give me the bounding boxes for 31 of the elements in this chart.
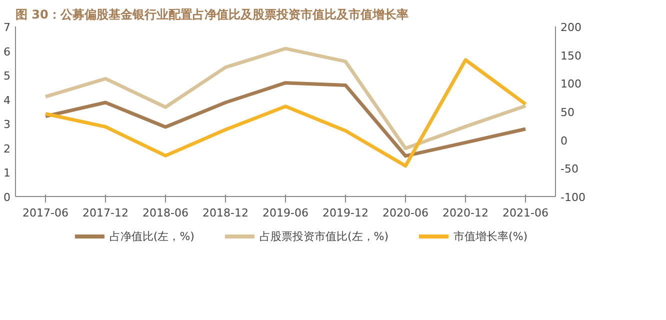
y-tick-label: 1 [4,166,10,180]
line-series [44,46,528,150]
y2-tick-label: 0 [560,134,568,148]
x-tick-label: 2019-12 [322,206,368,220]
legend-label: 市值增长率(%) [454,228,528,244]
y-tick-label: 3 [4,118,10,132]
x-tick-label: 2021-06 [502,206,548,220]
x-tick-label: 2018-12 [202,206,248,220]
x-tick-label: 2020-12 [442,206,488,220]
y-tick-label: 7 [4,21,10,34]
y2-tick-label: -50 [560,162,578,176]
y-tick-label: 5 [4,70,10,83]
y-tick-label: 0 [4,191,10,204]
x-tick-label: 2018-06 [142,206,188,220]
x-tick-label: 2017-06 [22,206,68,220]
y2-tick-label: 200 [560,21,582,34]
line-series [44,81,528,158]
y-tick-label: 2 [4,142,10,156]
line-series [44,58,528,168]
y-tick-label: 4 [4,94,10,107]
legend-label: 占净值比(左，%) [109,228,194,244]
y2-tick-label: -100 [560,191,586,204]
legend-label: 占股票投资市值比(左，%) [259,228,389,244]
chart-title: 图 30：公募偏股基金银行业配置占净值比及股票投资市值比及市值增长率 [16,8,408,22]
y-tick-label: 6 [4,45,10,58]
x-tick-label: 2017-12 [82,206,128,220]
y2-tick-label: 100 [560,78,582,91]
x-tick-label: 2019-06 [262,206,308,220]
x-tick-label: 2020-06 [382,206,428,220]
y2-tick-label: 150 [560,49,582,62]
y2-tick-label: 50 [560,106,574,119]
